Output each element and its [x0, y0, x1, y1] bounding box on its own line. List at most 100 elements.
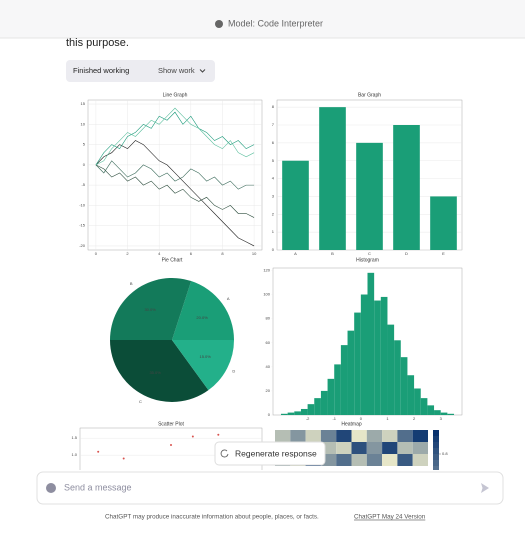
- heat-cell: [275, 430, 291, 442]
- pie-label: B: [130, 281, 133, 286]
- heat-cell: [382, 442, 398, 454]
- hist-bar: [394, 340, 401, 415]
- heat-cell: [305, 430, 321, 442]
- x-tick-label: 0: [95, 251, 98, 256]
- line-series: [95, 107, 255, 166]
- regen-icon: [220, 449, 229, 458]
- heat-cell: [366, 430, 383, 442]
- y-tick-label: 8: [272, 104, 275, 109]
- chart-title: Heatmap: [341, 421, 362, 427]
- colorbar-step: [433, 460, 439, 466]
- show-work[interactable]: Show work: [158, 66, 195, 75]
- heat-cell: [320, 430, 337, 442]
- heat-cell: [397, 430, 413, 442]
- line-series: [95, 111, 255, 166]
- value-label: 35.0%: [149, 370, 161, 375]
- plus-icon[interactable]: [46, 483, 56, 493]
- scatter-point: [122, 457, 125, 460]
- line-series: [95, 140, 255, 247]
- y-tick-label: 7: [272, 122, 275, 127]
- chart-title: Scatter Plot: [158, 421, 184, 427]
- x-tick-label: 2: [126, 251, 129, 256]
- input-placeholder: Send a message: [64, 482, 132, 492]
- hist-bar: [407, 375, 415, 415]
- plot-frame: [79, 427, 263, 470]
- y-tick-label: -20: [79, 243, 86, 248]
- y-tick-label: 3: [272, 193, 275, 198]
- x-tick-label: 10: [252, 251, 257, 256]
- x-tick-label: 2: [413, 416, 416, 421]
- colorbar-step: [433, 466, 439, 470]
- y-tick-label: 0: [268, 412, 271, 417]
- heat-cell: [366, 454, 383, 466]
- pie-slice: [172, 340, 234, 391]
- pie-label: A: [227, 296, 230, 301]
- y-tick-label: -5: [81, 182, 85, 187]
- y-tick-label: 6: [272, 140, 275, 145]
- heat-cell: [412, 430, 428, 442]
- hist-bar: [347, 330, 355, 415]
- colorbar-step: [433, 520, 439, 526]
- input-box[interactable]: [36, 471, 504, 505]
- chart-title: Pie Chart: [162, 257, 183, 263]
- hist-bar: [327, 378, 335, 415]
- x-tick-label: 3: [440, 416, 443, 421]
- scatter-point: [170, 443, 172, 446]
- x-tick-label: C: [368, 251, 371, 256]
- y-tick-label: 20: [266, 388, 271, 393]
- regenerate-button[interactable]: [214, 441, 326, 466]
- colorbar-step: [433, 514, 439, 520]
- y-tick-label: 80: [266, 316, 271, 321]
- colorbar-step: [433, 448, 439, 454]
- hist-bar: [440, 412, 448, 415]
- chart-title: Bar Graph: [358, 92, 381, 98]
- status: Finished working: [73, 66, 129, 75]
- heat-cell: [290, 430, 306, 442]
- hist-bar: [300, 408, 308, 415]
- y-tick-label: 15: [81, 101, 86, 106]
- send-icon[interactable]: [481, 483, 489, 493]
- scatter-point: [191, 435, 194, 438]
- hist-bar: [294, 411, 301, 415]
- footer-link[interactable]: ChatGPT May 24 Version: [354, 514, 426, 521]
- value-label: 30.0%: [144, 307, 156, 312]
- heat-cell: [412, 454, 428, 466]
- bar: [393, 125, 420, 250]
- hist-bar: [447, 413, 455, 415]
- x-tick-label: -1: [332, 416, 336, 421]
- y-tick-label: 1: [272, 229, 275, 234]
- heat-cell: [397, 442, 413, 454]
- y-tick-label: 120: [263, 267, 270, 272]
- hist-bar: [320, 390, 328, 415]
- work-box[interactable]: [66, 60, 215, 82]
- hist-bar: [307, 404, 315, 415]
- heat-cell: [382, 454, 398, 466]
- y-tick-label: -10: [79, 202, 86, 207]
- y-tick-label: 0: [272, 247, 275, 252]
- hist-bar: [434, 410, 441, 415]
- y-tick-label: 60: [266, 340, 271, 345]
- colorbar-step: [433, 442, 439, 448]
- x-tick-label: 1: [386, 416, 389, 421]
- model-label: Model: Code Interpreter: [228, 18, 323, 28]
- scatter-point: [217, 433, 220, 436]
- footer-text: ChatGPT may produce inaccurate informati…: [105, 514, 319, 521]
- heat-cell: [397, 454, 413, 466]
- hist-bar: [280, 413, 288, 415]
- line-series: [95, 160, 255, 190]
- y-tick-label: 40: [266, 364, 271, 369]
- message-text: this purpose.: [66, 37, 129, 49]
- model-icon: [215, 20, 223, 28]
- hist-bar: [414, 388, 421, 415]
- hist-bar: [374, 300, 381, 415]
- pie-slice: [110, 340, 209, 402]
- heat-cell: [412, 442, 428, 454]
- hist-bar: [314, 398, 321, 415]
- x-tick-label: A: [294, 251, 297, 256]
- y-tick-label: 4: [272, 176, 275, 181]
- hist-bar: [340, 345, 348, 415]
- hist-bar: [420, 398, 428, 415]
- colorbar-step: [433, 508, 439, 514]
- y-tick-label: 10: [81, 121, 86, 126]
